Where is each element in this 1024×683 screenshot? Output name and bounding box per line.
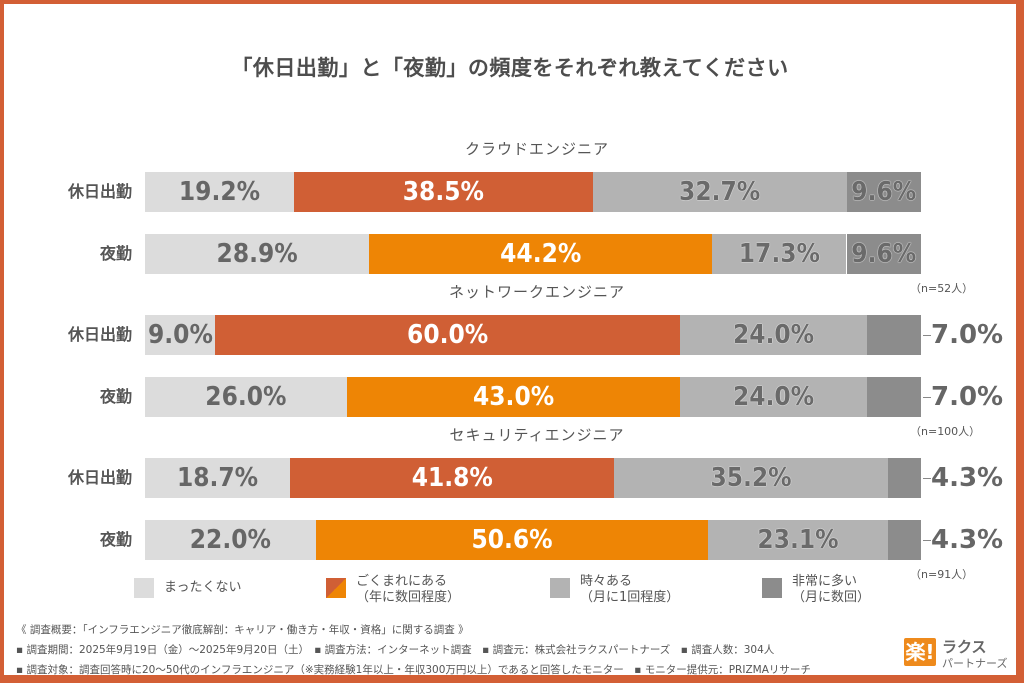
stacked-bar: 18.7% 41.8% 35.2% bbox=[145, 458, 921, 498]
bar-segment-never: 26.0% bbox=[145, 377, 347, 417]
legend-label: ごくまれにある （年に数回程度） bbox=[356, 574, 461, 605]
leader-line bbox=[923, 540, 931, 541]
bar-segment-never: 19.2% bbox=[145, 172, 294, 212]
bar-segment-sometimes: 24.0% bbox=[680, 315, 867, 355]
legend-swatch bbox=[326, 578, 346, 598]
stacked-bar: 19.2% 38.5% 32.7% 9.6% bbox=[145, 172, 921, 212]
bar-segment-rare: 41.8% bbox=[290, 458, 615, 498]
bar-segment-often bbox=[887, 520, 921, 560]
row-label: 休日出勤 bbox=[67, 468, 132, 487]
outside-value-label: 7.0% bbox=[931, 382, 1004, 412]
survey-details: ▪ 調査期間：2025年9月19日（金）〜2025年9月20日（土） ▪ 調査方… bbox=[16, 644, 775, 656]
legend-item: 非常に多い （月に数回） bbox=[762, 570, 962, 610]
legend-swatch bbox=[550, 578, 570, 598]
bar-segment-often bbox=[866, 377, 921, 417]
group-title: クラウドエンジニア bbox=[464, 140, 609, 158]
row-label: 夜勤 bbox=[99, 387, 132, 406]
stacked-bar: 22.0% 50.6% 23.1% bbox=[145, 520, 921, 560]
leader-line bbox=[923, 478, 931, 479]
outside-value-label: 7.0% bbox=[931, 320, 1004, 350]
group-title: ネットワークエンジニア bbox=[448, 283, 625, 301]
legend-item: ごくまれにある （年に数回程度） bbox=[326, 570, 526, 610]
bar-segment-rare: 38.5% bbox=[293, 172, 593, 212]
row-label: 休日出勤 bbox=[67, 182, 132, 201]
row-label: 休日出勤 bbox=[67, 325, 132, 344]
legend-label: 非常に多い （月に数回） bbox=[792, 574, 871, 605]
stacked-bar: 28.9% 44.2% 17.3% 9.6% bbox=[145, 234, 921, 274]
chart-frame: 「休日出勤」と「夜勤」の頻度をそれぞれ教えてください クラウドエンジニア休日出勤… bbox=[4, 4, 1016, 676]
rakus-logo-mark: 楽! bbox=[904, 638, 936, 666]
group-title: セキュリティエンジニア bbox=[449, 426, 625, 444]
rakus-logo-text: ラクス bbox=[942, 638, 987, 656]
bar-segment-sometimes: 24.0% bbox=[680, 377, 867, 417]
bar-segment-sometimes: 32.7% bbox=[592, 172, 847, 212]
outside-value-label: 4.3% bbox=[931, 525, 1004, 555]
legend-swatch bbox=[134, 578, 154, 598]
stacked-bar: 9.0% 60.0% 24.0% bbox=[145, 315, 921, 355]
bar-segment-rare: 43.0% bbox=[346, 377, 681, 417]
stacked-bar: 26.0% 43.0% 24.0% bbox=[145, 377, 921, 417]
bar-segment-often bbox=[866, 315, 921, 355]
outside-value-label: 4.3% bbox=[931, 463, 1004, 493]
legend-swatch bbox=[762, 578, 782, 598]
legend-label: 時々ある （月に1回程度） bbox=[580, 574, 680, 605]
sample-size-label: （n=100人） bbox=[910, 425, 981, 438]
bar-segment-sometimes: 23.1% bbox=[708, 520, 888, 560]
row-label: 夜勤 bbox=[99, 530, 132, 549]
legend-item: 時々ある （月に1回程度） bbox=[550, 570, 750, 610]
sample-size-label: （n=52人） bbox=[910, 282, 974, 295]
chart-title: 「休日出勤」と「夜勤」の頻度をそれぞれ教えてください bbox=[231, 56, 789, 80]
bar-segment-never: 18.7% bbox=[145, 458, 291, 498]
bar-segment-sometimes: 35.2% bbox=[614, 458, 888, 498]
row-label: 夜勤 bbox=[99, 244, 132, 263]
legend-label: まったくない bbox=[164, 580, 242, 595]
bar-segment-never: 9.0% bbox=[145, 315, 215, 355]
bar-segment-never: 28.9% bbox=[145, 234, 370, 274]
bar-segment-often: 9.6% bbox=[846, 234, 921, 274]
bar-segment-often bbox=[887, 458, 921, 498]
survey-target: ▪ 調査対象：調査回答時に20〜50代のインフラエンジニア（※実務経験1年以上・… bbox=[16, 664, 811, 676]
bar-segment-rare: 44.2% bbox=[369, 234, 713, 274]
bar-segment-sometimes: 17.3% bbox=[712, 234, 847, 274]
bar-segment-often: 9.6% bbox=[846, 172, 921, 212]
sample-size-label: （n=91人） bbox=[910, 568, 974, 581]
bar-segment-rare: 60.0% bbox=[214, 315, 681, 355]
survey-overview: 《 調査概要：「インフラエンジニア徹底解剖：キャリア・働き方・年収・資格」に関す… bbox=[16, 624, 469, 636]
legend-item: まったくない bbox=[134, 570, 334, 610]
leader-line bbox=[923, 335, 931, 336]
bar-segment-rare: 50.6% bbox=[315, 520, 709, 560]
leader-line bbox=[923, 397, 931, 398]
bar-segment-never: 22.0% bbox=[145, 520, 316, 560]
rakus-logo-subtext: パートナーズ bbox=[942, 657, 1008, 670]
